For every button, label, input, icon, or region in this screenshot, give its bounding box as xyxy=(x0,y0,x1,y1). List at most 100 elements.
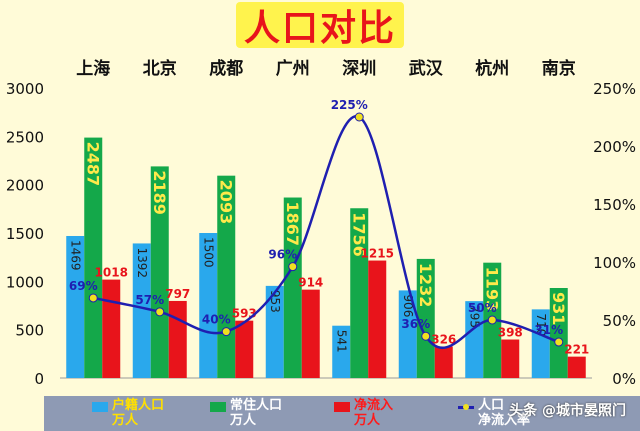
legend-swatch xyxy=(334,402,350,412)
watermark: 头条 @城市晏照门 xyxy=(509,403,626,419)
x-tick-label: 武汉 xyxy=(409,58,444,79)
bar xyxy=(132,243,151,378)
bar xyxy=(102,279,121,378)
line-point xyxy=(421,331,431,341)
line-data-label: 31% xyxy=(534,323,563,337)
data-label: 541 xyxy=(334,330,348,353)
data-label: 1215 xyxy=(361,247,394,261)
line-data-label: 50% xyxy=(468,301,497,315)
y-left-tick-label: 1000 xyxy=(6,273,44,291)
line-point xyxy=(155,307,165,317)
legend-item: 人口 净流入率 xyxy=(458,398,530,428)
data-label: 2487 xyxy=(83,142,102,187)
y-right-tick-label: 100% xyxy=(593,254,636,272)
data-label: 1756 xyxy=(349,212,368,257)
data-label: 1193 xyxy=(482,267,501,312)
x-tick-label: 深圳 xyxy=(342,58,376,79)
x-tick-label: 北京 xyxy=(143,58,177,79)
data-label: 398 xyxy=(498,326,523,340)
data-label: 221 xyxy=(564,343,589,357)
y-right-tick-label: 250% xyxy=(593,80,636,98)
x-tick-label: 广州 xyxy=(276,58,310,79)
data-label: 1018 xyxy=(95,266,128,280)
series-line-rate xyxy=(92,115,560,350)
y-left-tick-label: 1500 xyxy=(6,225,44,243)
y-left-tick-label: 2000 xyxy=(6,177,44,195)
bar xyxy=(350,208,369,378)
bar xyxy=(301,289,320,378)
legend-swatch xyxy=(458,404,474,410)
data-label: 1469 xyxy=(68,240,82,271)
bar xyxy=(217,175,236,378)
data-label: 795 xyxy=(467,305,481,328)
bar xyxy=(398,290,417,378)
line-point xyxy=(288,262,298,272)
x-tick-label: 上海 xyxy=(76,58,110,79)
chart-title: 人口对比 xyxy=(236,2,404,49)
line-data-label: 36% xyxy=(401,317,430,331)
bar xyxy=(235,320,254,378)
data-label: 2189 xyxy=(150,170,169,215)
y-left-tick-label: 0 xyxy=(34,370,44,388)
bar xyxy=(265,285,284,378)
bar xyxy=(567,356,586,378)
bar xyxy=(416,258,435,378)
bar xyxy=(501,339,520,378)
legend-label: 户籍人口 万人 xyxy=(112,398,165,428)
bar xyxy=(434,346,453,378)
data-label: 593 xyxy=(232,307,257,321)
bar xyxy=(332,325,351,378)
y-left-tick-label: 3000 xyxy=(6,80,44,98)
legend-item: 常住人口 万人 xyxy=(210,398,282,428)
line-point xyxy=(554,337,564,347)
x-tick-label: 南京 xyxy=(542,58,576,79)
line-data-label: 40% xyxy=(202,313,231,327)
legend-swatch xyxy=(92,402,108,412)
bar xyxy=(150,166,169,378)
y-right-tick-label: 200% xyxy=(593,138,636,156)
bar xyxy=(168,300,187,378)
legend-label: 人口 净流入率 xyxy=(478,398,531,428)
bar xyxy=(283,197,302,378)
line-point xyxy=(88,293,98,303)
y-left-tick-label: 2500 xyxy=(6,128,44,146)
legend: 户籍人口 万人 常住人口 万人 净流入 万人 人口 净流入率 xyxy=(44,396,640,431)
x-tick-label: 成都 xyxy=(209,58,243,79)
bar xyxy=(368,260,387,378)
y-right-tick-label: 0% xyxy=(612,370,636,388)
bar xyxy=(84,137,103,378)
line-data-label: 57% xyxy=(135,293,164,307)
y-left-tick-label: 500 xyxy=(15,322,44,340)
bar xyxy=(465,301,484,378)
data-label: 710 xyxy=(534,313,548,336)
data-label: 1232 xyxy=(416,263,435,308)
legend-label: 常住人口 万人 xyxy=(230,398,283,428)
line-data-label: 225% xyxy=(331,98,368,112)
bar xyxy=(531,309,550,378)
data-label: 2093 xyxy=(216,180,235,225)
data-label: 931 xyxy=(549,292,568,325)
line-data-label: 69% xyxy=(69,279,98,293)
legend-item: 户籍人口 万人 xyxy=(92,398,164,428)
legend-swatch xyxy=(210,402,226,412)
bar xyxy=(549,288,568,378)
data-label: 1392 xyxy=(135,247,149,278)
line-point xyxy=(487,315,497,325)
data-label: 797 xyxy=(165,287,190,301)
data-label: 1867 xyxy=(283,202,302,247)
line-point xyxy=(221,327,231,337)
x-tick-label: 杭州 xyxy=(475,58,509,79)
y-right-tick-label: 150% xyxy=(593,196,636,214)
data-label: 1500 xyxy=(201,237,215,268)
data-label: 326 xyxy=(431,332,456,346)
line-point xyxy=(354,112,364,122)
line-data-label: 96% xyxy=(268,248,297,262)
bar xyxy=(66,235,85,378)
legend-item: 净流入 万人 xyxy=(334,398,393,428)
legend-label: 净流入 万人 xyxy=(354,398,394,428)
y-right-tick-label: 50% xyxy=(603,312,636,330)
data-label: 914 xyxy=(298,276,323,290)
bar xyxy=(199,233,218,378)
